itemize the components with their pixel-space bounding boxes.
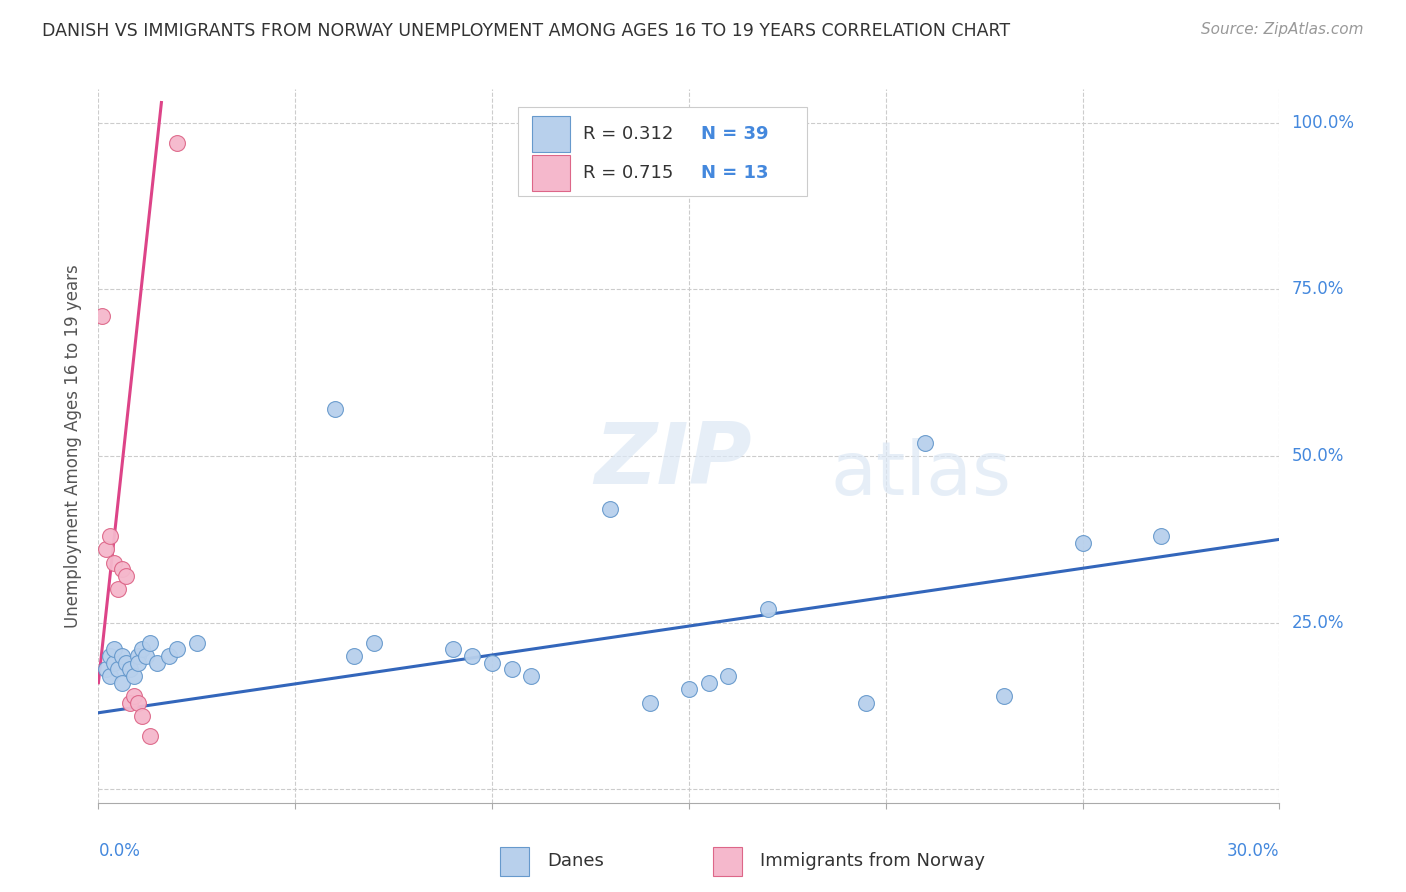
Point xyxy=(186,636,208,650)
Text: 75.0%: 75.0% xyxy=(1291,280,1344,298)
Point xyxy=(111,649,134,664)
Point xyxy=(697,675,720,690)
Point xyxy=(122,689,145,703)
Point xyxy=(115,569,138,583)
Point xyxy=(343,649,366,664)
Text: Danes: Danes xyxy=(547,853,605,871)
Point xyxy=(146,656,169,670)
Point xyxy=(1150,529,1173,543)
Point xyxy=(98,649,121,664)
Point xyxy=(138,729,160,743)
Point xyxy=(127,649,149,664)
Text: R = 0.312: R = 0.312 xyxy=(582,125,673,143)
Point xyxy=(638,696,661,710)
Point xyxy=(135,649,157,664)
Point xyxy=(111,675,134,690)
Text: 50.0%: 50.0% xyxy=(1291,447,1344,465)
Point xyxy=(166,642,188,657)
Point xyxy=(461,649,484,664)
Text: Source: ZipAtlas.com: Source: ZipAtlas.com xyxy=(1201,22,1364,37)
Point xyxy=(138,636,160,650)
Bar xyxy=(531,155,569,191)
Point xyxy=(96,662,118,676)
Y-axis label: Unemployment Among Ages 16 to 19 years: Unemployment Among Ages 16 to 19 years xyxy=(65,264,83,628)
Point xyxy=(855,696,877,710)
Point xyxy=(103,556,125,570)
Text: DANISH VS IMMIGRANTS FROM NORWAY UNEMPLOYMENT AMONG AGES 16 TO 19 YEARS CORRELAT: DANISH VS IMMIGRANTS FROM NORWAY UNEMPLO… xyxy=(42,22,1011,40)
Point xyxy=(501,662,523,676)
Point xyxy=(111,562,134,576)
Text: atlas: atlas xyxy=(831,438,1012,511)
Point xyxy=(599,502,621,516)
Point xyxy=(91,309,114,323)
Point xyxy=(103,642,125,657)
Point xyxy=(914,435,936,450)
Text: ZIP: ZIP xyxy=(595,418,752,502)
Text: Immigrants from Norway: Immigrants from Norway xyxy=(759,853,984,871)
Point xyxy=(481,656,503,670)
Text: N = 39: N = 39 xyxy=(700,125,768,143)
Point xyxy=(107,582,129,597)
Point xyxy=(96,542,118,557)
Point xyxy=(98,669,121,683)
Bar xyxy=(501,847,530,876)
Point xyxy=(127,696,149,710)
Point xyxy=(717,669,740,683)
Point xyxy=(323,402,346,417)
Point xyxy=(115,656,138,670)
Point xyxy=(118,696,141,710)
Point xyxy=(166,136,188,150)
Point xyxy=(157,649,180,664)
Bar xyxy=(531,116,569,152)
Point xyxy=(520,669,543,683)
Point xyxy=(756,602,779,616)
Point xyxy=(107,662,129,676)
Point xyxy=(1071,535,1094,549)
Text: R = 0.715: R = 0.715 xyxy=(582,164,673,182)
FancyBboxPatch shape xyxy=(517,107,807,196)
Point xyxy=(127,656,149,670)
Point xyxy=(993,689,1015,703)
Point xyxy=(441,642,464,657)
Text: 30.0%: 30.0% xyxy=(1227,842,1279,860)
Bar xyxy=(713,847,742,876)
Point xyxy=(678,682,700,697)
Point xyxy=(131,709,153,723)
Point xyxy=(363,636,385,650)
Text: 100.0%: 100.0% xyxy=(1291,113,1354,131)
Point xyxy=(98,529,121,543)
Point xyxy=(131,642,153,657)
Point xyxy=(118,662,141,676)
Point xyxy=(103,656,125,670)
Point xyxy=(122,669,145,683)
Text: 0.0%: 0.0% xyxy=(98,842,141,860)
Text: N = 13: N = 13 xyxy=(700,164,768,182)
Text: 25.0%: 25.0% xyxy=(1291,614,1344,632)
